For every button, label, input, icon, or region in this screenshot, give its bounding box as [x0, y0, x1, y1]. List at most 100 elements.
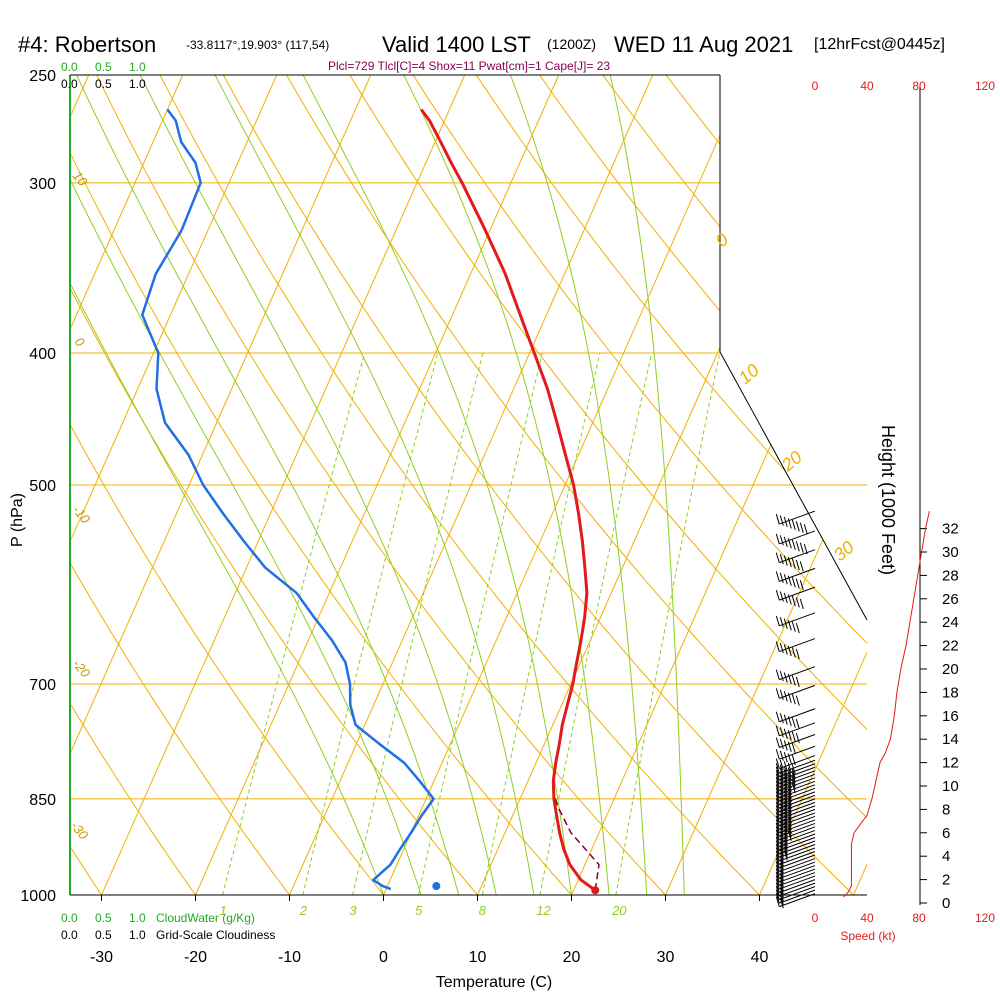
- barb-feather: [775, 763, 780, 774]
- barb-feather: [795, 597, 800, 608]
- barb-feather: [783, 714, 788, 725]
- barb-staff: [779, 837, 816, 851]
- barb-staff: [779, 808, 816, 823]
- barb-feather: [787, 518, 792, 529]
- wind-barb: [775, 837, 816, 854]
- barb-feather: [779, 855, 784, 867]
- barb-feather: [779, 713, 784, 724]
- cloud-scale-label: 0.5: [95, 928, 112, 942]
- moist-adiabat-line: [403, 75, 610, 895]
- barb-feather: [779, 876, 784, 888]
- height-tick-label: 0: [942, 895, 950, 912]
- height-tick-label: 28: [942, 567, 959, 584]
- barb-feather: [775, 889, 780, 900]
- barb-staff: [779, 861, 816, 876]
- wind-barb: [775, 868, 816, 884]
- height-tick-label: 8: [942, 801, 950, 818]
- barb-feather: [775, 885, 780, 897]
- barb-feather: [775, 513, 780, 525]
- barb-feather: [779, 553, 784, 565]
- barb-feather: [779, 890, 784, 902]
- barb-feather: [779, 764, 784, 775]
- barb-feather: [775, 826, 780, 837]
- barb-feather: [779, 775, 784, 786]
- wind-speed-line: [843, 510, 930, 898]
- isotherm-label: 10: [70, 168, 91, 189]
- barb-staff: [779, 530, 816, 545]
- dewpoint-line: [141, 108, 435, 891]
- barb-staff: [779, 638, 816, 653]
- barb-staff: [779, 875, 816, 890]
- barb-feather: [779, 789, 784, 800]
- barb-staff: [779, 819, 816, 834]
- barb-feather: [779, 617, 784, 628]
- barb-feather: [783, 766, 788, 777]
- mixing-ratio-line: [615, 352, 721, 895]
- barb-staff: [779, 549, 816, 564]
- cloud-scale-label: 1.0: [129, 60, 146, 74]
- barb-feather: [791, 782, 796, 794]
- barb-feather: [779, 824, 784, 835]
- barb-feather: [787, 813, 792, 824]
- barb-feather: [779, 880, 784, 891]
- wind-barb: [775, 858, 816, 874]
- mixing-ratio-line: [302, 352, 439, 895]
- barb-feather: [779, 883, 784, 895]
- barb-feather: [779, 515, 784, 526]
- barb-feather: [779, 572, 784, 583]
- barb-feather: [783, 618, 788, 629]
- dry-adiabat-line: [919, 75, 1000, 895]
- barb-feather: [787, 795, 792, 806]
- barb-feather: [787, 767, 792, 778]
- p-tick-label: 850: [29, 792, 56, 809]
- barb-feather: [791, 577, 796, 588]
- barb-feather: [775, 829, 780, 841]
- dry-adiabat-line: [70, 75, 572, 895]
- cloud-scale-label: 0.0: [61, 911, 78, 925]
- barb-feather: [779, 806, 784, 817]
- barb-staff: [779, 708, 816, 723]
- chart-title-valid: Valid 1400 LST: [382, 32, 531, 57]
- barb-feather: [791, 743, 796, 754]
- temperature-line: [420, 108, 597, 892]
- mixing-ratio-label: 1: [220, 903, 227, 918]
- p-tick-label: 700: [29, 677, 56, 694]
- mixing-ratio-line: [481, 352, 601, 895]
- barb-feather: [775, 868, 780, 879]
- barb-feather: [787, 716, 792, 727]
- cloud-water-label: CloudWater (g/Kg): [156, 911, 255, 925]
- barb-staff: [779, 847, 816, 862]
- barb-feather: [791, 764, 796, 775]
- barb-feather: [775, 794, 780, 805]
- barb-feather: [787, 792, 792, 803]
- barb-feather: [779, 831, 784, 842]
- mixing-ratio-label: 8: [479, 903, 487, 918]
- barb-staff: [779, 854, 816, 869]
- cloud-scale-bottom-black: 0.0 0.5 1.0 Grid-Scale Cloudiness: [61, 928, 275, 942]
- barb-feather: [779, 727, 784, 738]
- speed-tick-label: 0: [812, 79, 819, 93]
- dry-adiabat-line: [286, 75, 867, 895]
- height-tick-label: 6: [942, 825, 950, 842]
- barb-feather: [787, 830, 792, 841]
- sounding-profiles: [141, 108, 600, 895]
- barb-staff: [779, 844, 816, 858]
- barb-feather: [775, 850, 780, 862]
- barb-feather: [775, 854, 780, 865]
- barb-feather: [775, 801, 780, 813]
- barb-feather: [783, 672, 788, 683]
- barb-feather: [791, 675, 796, 686]
- barb-feather: [791, 647, 796, 658]
- barb-staff: [779, 766, 816, 781]
- dry-adiabat-line: [159, 75, 760, 895]
- x-tick-label: -10: [278, 949, 301, 966]
- x-axis-ticks: -30 -20 -10 0 10 20 30 40: [90, 949, 769, 966]
- barb-feather: [775, 805, 780, 816]
- cloud-scale-label: 0.0: [61, 77, 78, 91]
- dry-adiabat-line: [982, 75, 1000, 895]
- barb-staff: [779, 763, 816, 778]
- dry-adiabat-line: [70, 75, 196, 895]
- wind-barb: [775, 829, 816, 847]
- barb-feather: [791, 775, 796, 787]
- x-tick-label: 10: [469, 949, 487, 966]
